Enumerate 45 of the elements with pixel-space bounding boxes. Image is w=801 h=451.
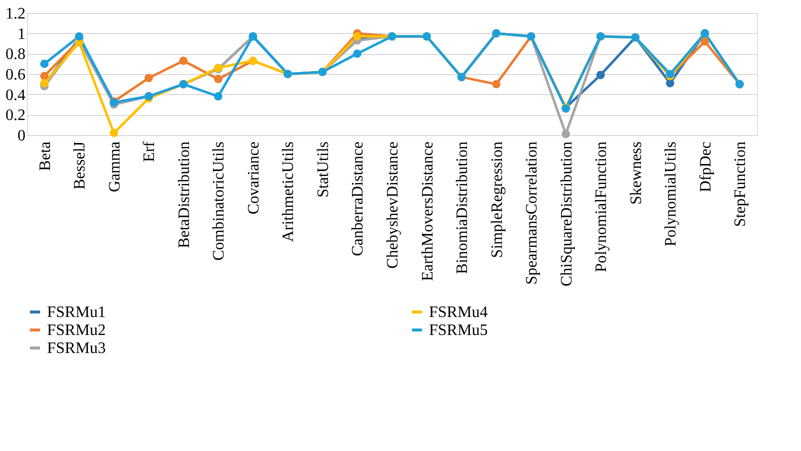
y-tick-label: 0.6: [6, 66, 26, 84]
legend-label: FSRMu4: [429, 304, 488, 321]
point: [40, 60, 49, 68]
x-tick-label: Erf: [141, 140, 158, 162]
x-tick-label: Covariance: [245, 142, 262, 214]
x-tick-label: ChiSquareDistribution: [558, 142, 576, 286]
y-tick-label: 1.2: [6, 6, 26, 22]
x-tick-label: BesselJ: [72, 142, 89, 190]
y-tick-label: 0: [18, 128, 26, 144]
y-tick-label: 0.4: [6, 86, 26, 104]
point: [110, 128, 118, 138]
point: [353, 49, 362, 58]
x-tick-label: BetaDistribution: [176, 142, 193, 248]
point: [492, 80, 500, 88]
x-tick-label: CanberraDistance: [350, 142, 367, 256]
legend-label: FSRMu2: [47, 322, 106, 339]
x-tick-label: Skewness: [628, 142, 645, 205]
x-tick-label: StepFunction: [732, 142, 750, 227]
point: [562, 130, 570, 138]
x-tick-label: StatUtils: [314, 142, 332, 198]
point: [144, 74, 153, 82]
x-tick-label: SimpleRegression: [488, 142, 506, 258]
point: [40, 72, 49, 80]
point: [214, 74, 222, 84]
x-tick-label: PolynomialUtils: [662, 142, 680, 246]
x-tick-label: Gamma: [106, 142, 124, 192]
x-tick-label: CombinatoricUtils: [210, 142, 228, 261]
x-tick-label: Beta: [36, 142, 54, 171]
x-tick-label: SpearmansCorrelation: [524, 142, 541, 285]
legend-label: FSRMu5: [429, 322, 488, 339]
y-tick-label: 0.8: [6, 46, 26, 64]
y-tick-label: 1: [18, 26, 26, 43]
point: [596, 70, 605, 80]
x-tick-label: PolynomialFunction: [593, 142, 610, 272]
x-tick-label: ChebyshevDistance: [384, 142, 402, 269]
point: [700, 37, 710, 46]
point: [179, 56, 188, 65]
x-tick-label: DfpDec: [697, 142, 714, 192]
legend-label: FSRMu3: [47, 340, 106, 357]
x-tick-label: BinomiaDistribution: [454, 142, 472, 274]
x-tick-label: ArithmeticUtils: [280, 142, 298, 242]
x-tick-label: EarthMoversDistance: [419, 142, 436, 282]
point: [214, 92, 222, 101]
legend-label: FSRMu1: [47, 304, 106, 321]
y-tick-label: 0.2: [6, 107, 26, 124]
